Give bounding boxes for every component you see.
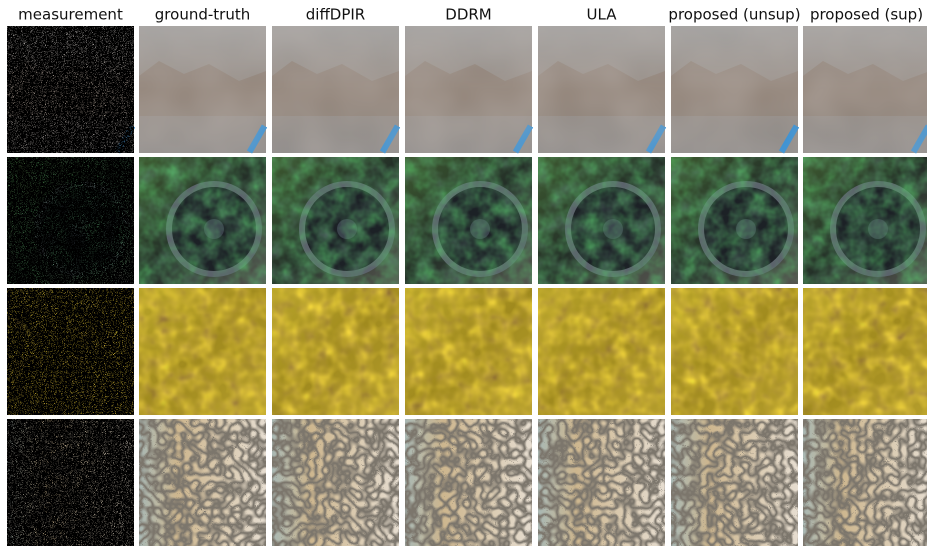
texture bbox=[538, 419, 665, 546]
image-tile bbox=[538, 26, 667, 154]
texture bbox=[405, 419, 532, 546]
measurement-noise bbox=[7, 26, 134, 153]
image-tile bbox=[803, 419, 927, 546]
column-header: measurement bbox=[18, 6, 123, 24]
image-tile bbox=[139, 157, 266, 284]
texture bbox=[405, 288, 532, 415]
texture bbox=[671, 288, 798, 415]
image-tile bbox=[272, 419, 399, 546]
column-header: ULA bbox=[587, 6, 618, 24]
texture bbox=[139, 26, 266, 153]
texture bbox=[538, 288, 665, 415]
texture bbox=[139, 288, 266, 415]
image-tile bbox=[803, 157, 927, 284]
image-tile bbox=[139, 26, 268, 154]
texture bbox=[671, 26, 798, 153]
texture bbox=[671, 157, 798, 284]
texture bbox=[272, 288, 399, 415]
image-tile bbox=[7, 288, 134, 415]
image-tile bbox=[803, 288, 927, 415]
column-header: diffDPIR bbox=[306, 6, 365, 24]
texture bbox=[803, 157, 927, 284]
image-tile bbox=[7, 157, 134, 284]
image-tile bbox=[671, 157, 798, 284]
texture bbox=[272, 419, 399, 546]
image-tile bbox=[671, 419, 798, 546]
column-header: proposed (unsup) bbox=[668, 6, 800, 24]
texture bbox=[538, 26, 665, 153]
texture bbox=[405, 26, 532, 153]
image-tile bbox=[538, 157, 665, 284]
image-tile bbox=[405, 157, 532, 284]
texture bbox=[272, 26, 399, 153]
measurement-noise bbox=[7, 419, 134, 546]
image-tile bbox=[803, 26, 927, 154]
image-tile bbox=[272, 26, 401, 154]
image-tile bbox=[7, 419, 134, 546]
image-tile bbox=[538, 419, 665, 546]
column-header: proposed (sup) bbox=[810, 6, 923, 24]
image-tile bbox=[671, 26, 800, 154]
measurement-noise bbox=[7, 157, 134, 284]
texture bbox=[139, 419, 266, 546]
texture bbox=[538, 157, 665, 284]
image-tile bbox=[272, 288, 399, 415]
column-header: ground-truth bbox=[155, 6, 250, 24]
image-tile bbox=[139, 288, 266, 415]
texture bbox=[803, 419, 927, 546]
texture bbox=[272, 157, 399, 284]
image-tile bbox=[405, 419, 532, 546]
texture bbox=[803, 26, 927, 153]
texture bbox=[671, 419, 798, 546]
column-header: DDRM bbox=[445, 6, 491, 24]
texture bbox=[139, 157, 266, 284]
image-tile bbox=[405, 26, 534, 154]
image-tile bbox=[272, 157, 399, 284]
measurement-noise bbox=[7, 288, 134, 415]
image-tile bbox=[7, 26, 136, 154]
texture bbox=[405, 157, 532, 284]
texture bbox=[803, 288, 927, 415]
image-tile bbox=[538, 288, 665, 415]
image-tile bbox=[405, 288, 532, 415]
image-tile bbox=[139, 419, 266, 546]
image-tile bbox=[671, 288, 798, 415]
